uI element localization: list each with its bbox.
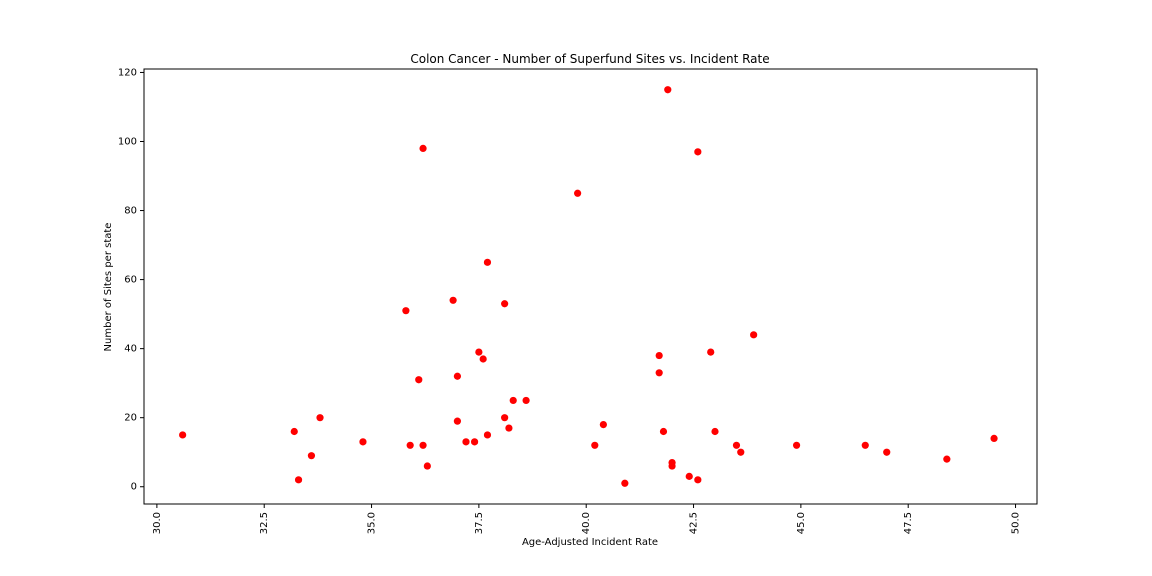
data-point: [732, 441, 741, 449]
data-point: [591, 441, 599, 449]
x-tick-label: 50.0: [1011, 512, 1022, 534]
x-axis-label: Age-Adjusted Incident Rate: [522, 537, 658, 548]
y-tick-label: 40: [124, 344, 137, 355]
y-tick-label: 60: [124, 275, 137, 286]
data-point: [479, 355, 487, 363]
data-point: [861, 441, 869, 449]
data-point: [470, 438, 479, 446]
data-point: [483, 431, 492, 439]
data-point: [419, 144, 427, 153]
data-point: [505, 424, 513, 432]
x-tick-label: 40.0: [581, 512, 592, 534]
data-point: [449, 296, 457, 304]
data-point: [501, 414, 509, 422]
data-point: [711, 427, 719, 436]
plot-area-frame: [143, 68, 1038, 505]
data-point: [737, 448, 745, 456]
x-tick-label: 45.0: [796, 512, 807, 534]
data-point: [290, 427, 298, 436]
data-point: [621, 479, 629, 487]
y-axis-label: Number of Sites per state: [103, 223, 114, 352]
y-tick-label: 20: [124, 413, 137, 424]
data-point: [707, 348, 715, 356]
data-point: [406, 441, 414, 449]
data-point: [316, 414, 324, 422]
x-tick-label: 37.5: [474, 512, 485, 534]
data-point: [694, 148, 702, 156]
data-point: [792, 441, 801, 449]
chart-title: Colon Cancer - Number of Superfund Sites…: [410, 52, 769, 66]
data-point: [943, 455, 951, 463]
data-point: [664, 86, 672, 94]
y-tick-label: 80: [124, 206, 137, 217]
data-point: [990, 434, 998, 443]
data-point: [294, 476, 303, 484]
data-point: [423, 462, 431, 470]
data-point: [179, 431, 187, 439]
data-point: [453, 417, 462, 425]
data-point: [462, 438, 470, 446]
x-axis: 30.0 32.5 35.0 37.5 40.0 42.5 45.0 47.5 50.0: [152, 504, 1022, 534]
data-point: [402, 307, 410, 315]
x-tick-label: 35.0: [367, 512, 378, 534]
data-point: [685, 472, 693, 480]
data-point: [694, 476, 702, 484]
y-tick-label: 100: [118, 137, 137, 148]
data-point: [522, 396, 530, 405]
y-axis: 0 20 40 60 80 100 120: [118, 67, 144, 493]
data-point: [483, 258, 492, 266]
data-point: [599, 420, 607, 429]
data-point: [659, 427, 668, 436]
data-point: [883, 448, 891, 456]
x-tick-label: 30.0: [152, 512, 163, 534]
data-point: [750, 331, 758, 339]
data-point: [475, 348, 483, 356]
data-points: [179, 86, 998, 487]
data-point: [415, 376, 423, 384]
data-point: [655, 351, 663, 360]
y-tick-label: 120: [118, 67, 137, 78]
data-point: [668, 462, 676, 470]
x-tick-label: 47.5: [903, 512, 914, 534]
data-point: [307, 452, 316, 460]
data-point: [574, 189, 582, 197]
data-point: [501, 300, 509, 308]
data-point: [453, 372, 462, 380]
x-tick-label: 42.5: [689, 512, 700, 534]
x-tick-label: 32.5: [259, 512, 270, 534]
data-point: [359, 438, 367, 446]
y-tick-label: 0: [131, 482, 137, 493]
data-point: [509, 396, 517, 405]
data-point: [655, 369, 663, 377]
data-point: [419, 441, 427, 449]
